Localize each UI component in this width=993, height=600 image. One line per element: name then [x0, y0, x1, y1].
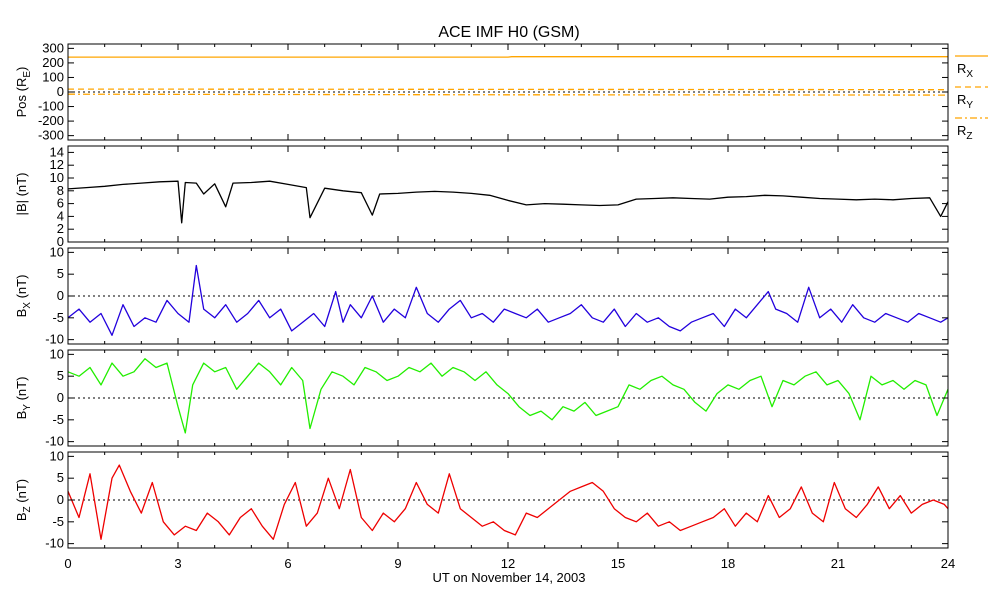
y-tick-label: 5 [57, 368, 64, 383]
x-axis-title: UT on November 14, 2003 [433, 570, 586, 585]
y-tick-label: -200 [38, 113, 64, 128]
y-tick-label: -10 [45, 434, 64, 449]
y-tick-label: 0 [57, 288, 64, 303]
y-tick-label: -5 [52, 412, 64, 427]
panel-frame [67, 145, 949, 243]
y-tick-label: 10 [50, 346, 64, 361]
legend-label-z: RZ [957, 123, 973, 142]
y-tick-label: -100 [38, 99, 64, 114]
y-axis-title: |B| (nT) [14, 173, 29, 216]
y-axis-title: BZ (nT) [14, 479, 33, 521]
y-axis-title: BY (nT) [14, 377, 33, 420]
panel-bz: -10 -5 0 5 10 BZ (nT) [14, 448, 949, 551]
y-axis-title: BX (nT) [14, 275, 33, 318]
y-tick-label: 2 [57, 221, 64, 236]
y-tick-label: 14 [50, 144, 64, 159]
y-tick-label: 10 [50, 170, 64, 185]
y-tick-label: 300 [42, 40, 64, 55]
y-tick-label: 0 [57, 492, 64, 507]
y-tick-label: -5 [52, 310, 64, 325]
y-tick-label: 8 [57, 183, 64, 198]
y-tick-label: 0 [57, 234, 64, 249]
x-tick-label: 21 [831, 556, 845, 571]
x-tick-label: 9 [394, 556, 401, 571]
y-tick-label: 5 [57, 470, 64, 485]
y-tick-label: -300 [38, 128, 64, 143]
x-tick-label: 0 [64, 556, 71, 571]
y-axis-title: Pos (RE) [14, 67, 33, 118]
series-bx [67, 264, 949, 336]
y-tick-label: 6 [57, 196, 64, 211]
chart-title: ACE IMF H0 (GSM) [438, 24, 579, 41]
y-tick-label: 4 [57, 208, 64, 223]
y-tick-label: 10 [50, 448, 64, 463]
series-b [67, 180, 949, 224]
series-rz [67, 93, 949, 96]
x-tick-label: 24 [941, 556, 955, 571]
x-tick-label: 3 [174, 556, 181, 571]
x-tick-label: 6 [284, 556, 291, 571]
legend-label-y: RY [957, 92, 973, 111]
panel-by: -10 -5 0 5 10 BY (nT) [14, 346, 949, 449]
panel-bx: -10 -5 0 5 10 BX (nT) [14, 244, 949, 347]
x-tick-label: 15 [611, 556, 625, 571]
series-ry [67, 88, 949, 91]
y-tick-label: 100 [42, 69, 64, 84]
y-tick-label: -10 [45, 536, 64, 551]
y-tick-label: 0 [57, 84, 64, 99]
y-tick-label: -10 [45, 332, 64, 347]
x-tick-label: 18 [721, 556, 735, 571]
x-tick-label: 12 [501, 556, 515, 571]
y-tick-label: -5 [52, 514, 64, 529]
y-tick-label: 12 [50, 157, 64, 172]
legend-label-x: RX [957, 61, 973, 80]
y-tick-label: 10 [50, 244, 64, 259]
series-by [67, 358, 949, 434]
y-tick-label: 200 [42, 55, 64, 70]
y-tick-label: 0 [57, 390, 64, 405]
series-bz [67, 464, 949, 540]
x-tick-labels: 0 3 6 9 12 15 18 21 24 [64, 556, 955, 571]
y-tick-label: 5 [57, 266, 64, 281]
